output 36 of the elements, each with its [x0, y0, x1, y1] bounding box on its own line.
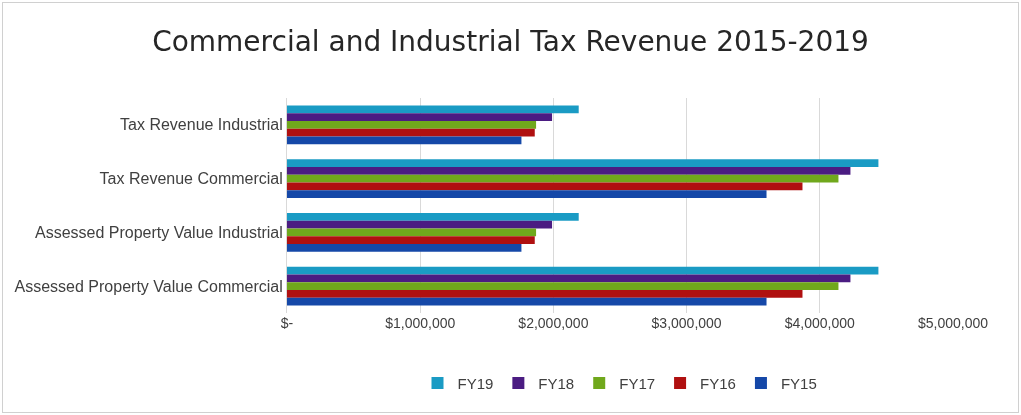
bar [287, 297, 767, 306]
bar [287, 105, 579, 114]
chart-title: Commercial and Industrial Tax Revenue 2015-2019 [152, 25, 869, 59]
legend-label: FY16 [700, 374, 736, 392]
y-tick-label: Tax Revenue Industrial [120, 116, 283, 134]
x-tick-label: $2,000,000 [518, 315, 589, 331]
bar [287, 121, 537, 129]
x-tick-label: $1,000,000 [385, 315, 456, 331]
bar [287, 159, 879, 168]
x-tick-label: $4,000,000 [784, 315, 856, 331]
x-tick-label: $3,000,000 [651, 315, 722, 331]
bar [287, 190, 767, 198]
bar [287, 228, 537, 237]
bar [287, 274, 851, 283]
bar [287, 220, 553, 229]
bar [287, 290, 803, 298]
bar [287, 182, 803, 191]
bar [287, 113, 553, 122]
x-tick-label: $- [280, 315, 294, 331]
bar [287, 213, 579, 221]
legend-label: FY15 [780, 374, 817, 392]
x-tick-label: $5,000,000 [917, 315, 989, 331]
y-tick-label: Assessed Property Value Commercial [14, 277, 283, 295]
bar [287, 167, 851, 175]
bar [287, 136, 522, 145]
bar [287, 236, 535, 244]
y-tick-label: Tax Revenue Commercial [99, 170, 283, 188]
bar [287, 282, 839, 290]
bar [287, 266, 879, 275]
bar [287, 174, 839, 183]
legend-label: FY18 [538, 374, 575, 392]
bar [287, 243, 522, 252]
legend-label: FY19 [457, 374, 494, 392]
y-tick-label: Assessed Property Value Industrial [34, 223, 283, 241]
legend-label: FY17 [619, 374, 656, 392]
bar [287, 128, 535, 137]
